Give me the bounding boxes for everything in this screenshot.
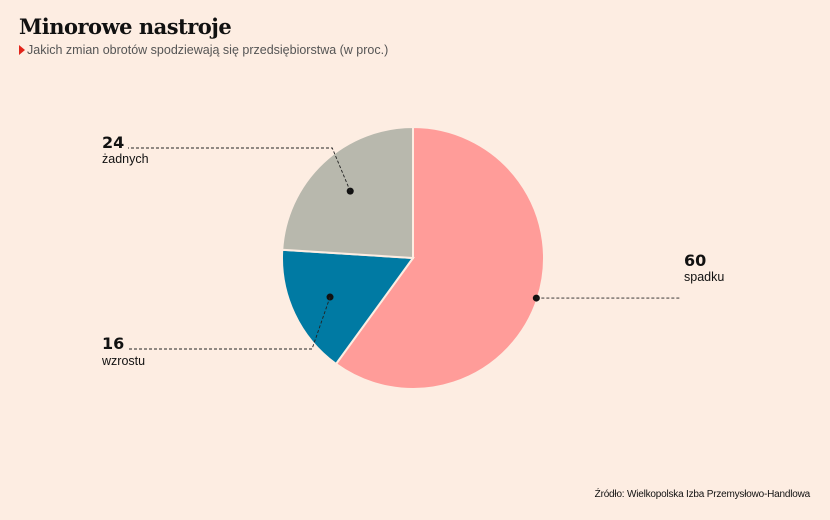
leader-line-1 xyxy=(128,296,331,350)
triangle-marker-icon xyxy=(19,45,25,55)
pie-slices xyxy=(281,125,545,390)
slice-value-2: 24 xyxy=(102,133,124,152)
slice-value-1: 16 xyxy=(102,334,124,353)
slice-label-0: spadku xyxy=(684,270,724,284)
chart-subtitle: Jakich zmian obrotów spodziewają się prz… xyxy=(19,43,388,57)
pie-slice-1 xyxy=(281,248,415,366)
leader-line-2 xyxy=(128,147,351,192)
slice-label-2: żadnych xyxy=(102,152,149,166)
slice-label-1: wzrostu xyxy=(101,354,145,368)
chart-title: Minorowe nastroje xyxy=(19,14,232,39)
slice-value-0: 60 xyxy=(684,251,706,270)
chart-subtitle-text: Jakich zmian obrotów spodziewają się prz… xyxy=(27,43,389,57)
source-note: Źródło: Wielkopolska Izba Przemysłowo-Ha… xyxy=(594,489,811,500)
